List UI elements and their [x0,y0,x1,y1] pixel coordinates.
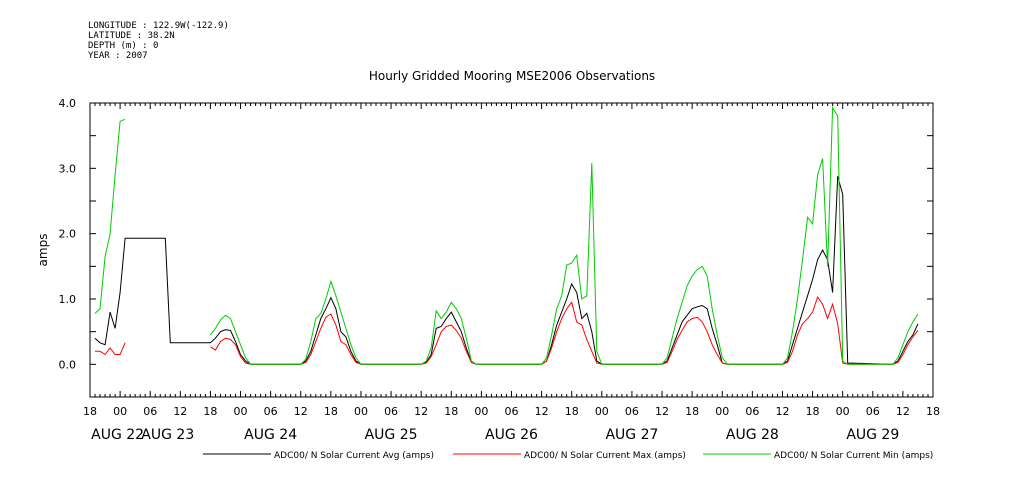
y-tick-label: 0.0 [59,358,77,371]
x-tick-label: 18 [685,405,699,418]
x-tick-label: 00 [354,405,368,418]
plot-frame [89,102,934,398]
series-line-1 [95,342,126,356]
day-label: AUG 24 [244,427,297,443]
x-tick-label: 06 [866,405,880,418]
y-tick-label: 3.0 [59,162,77,175]
x-tick-label: 00 [113,405,127,418]
x-tick-label: 18 [324,405,338,418]
series-line-2 [94,118,126,314]
day-label: AUG 23 [141,427,194,443]
x-tick-label: 00 [595,405,609,418]
y-tick-labels: 0.0 1.0 2.0 3.0 4.0 [59,97,77,371]
x-tick-label: 00 [474,405,488,418]
longitude-line: LONGITUDE : 122.9W(-122.9) [88,21,229,31]
x-tick-label: 00 [234,405,248,418]
x-tick-label: 12 [535,405,549,418]
legend-label: ADC00/ N Solar Current Max (amps) [524,451,686,461]
y-tick-label: 2.0 [59,228,77,241]
day-label: AUG 25 [365,427,418,443]
day-label: AUG 22 [91,427,144,443]
series-line-1 [210,295,919,365]
axis-ticks [89,102,934,398]
x-tick-label: 12 [775,405,789,418]
y-tick-label: 1.0 [59,293,77,306]
x-tick-label: 06 [384,405,398,418]
x-tick-label: 12 [414,405,428,418]
x-tick-label: 18 [565,405,579,418]
x-tick-label: 06 [745,405,759,418]
series-lines [94,105,919,365]
x-tick-label: 00 [715,405,729,418]
legend-label: ADC00/ N Solar Current Min (amps) [774,451,933,461]
x-tick-label: 12 [655,405,669,418]
x-tick-label: 18 [926,405,940,418]
x-tick-labels: 18 00 06 12 18 00 06 12 18 00 06 12 18 00 06 12 18 00 06 12… [83,405,940,418]
series-line-0 [94,176,919,365]
chart-title: Hourly Gridded Mooring MSE2006 Observati… [369,69,655,83]
x-tick-label: 12 [896,405,910,418]
latitude-line: LATITUDE : 38.2N [88,31,175,41]
year-line: YEAR : 2007 [88,51,148,61]
legend-label: ADC00/ N Solar Current Avg (amps) [274,451,434,461]
x-tick-label: 06 [143,405,157,418]
y-tick-label: 4.0 [59,97,77,110]
day-label: AUG 29 [846,427,899,443]
depth-line: DEPTH (m) : 0 [88,41,159,51]
x-tick-label: 06 [505,405,519,418]
x-tick-label: 18 [444,405,458,418]
x-tick-label: 12 [173,405,187,418]
x-tick-label: 12 [294,405,308,418]
x-tick-label: 18 [806,405,820,418]
x-tick-label: 06 [264,405,278,418]
x-tick-label: 06 [625,405,639,418]
x-tick-label: 18 [83,405,97,418]
day-label: AUG 27 [605,427,658,443]
day-label: AUG 26 [485,427,538,443]
y-axis-label: amps [36,234,50,267]
x-tick-label: 00 [836,405,850,418]
legend: ADC00/ N Solar Current Avg (amps) ADC00/ … [203,451,933,461]
metadata-header: LONGITUDE : 122.9W(-122.9) LATITUDE : 38… [88,21,229,61]
series-line-2 [210,105,919,365]
x-tick-label: 18 [203,405,217,418]
day-label: AUG 28 [726,427,779,443]
